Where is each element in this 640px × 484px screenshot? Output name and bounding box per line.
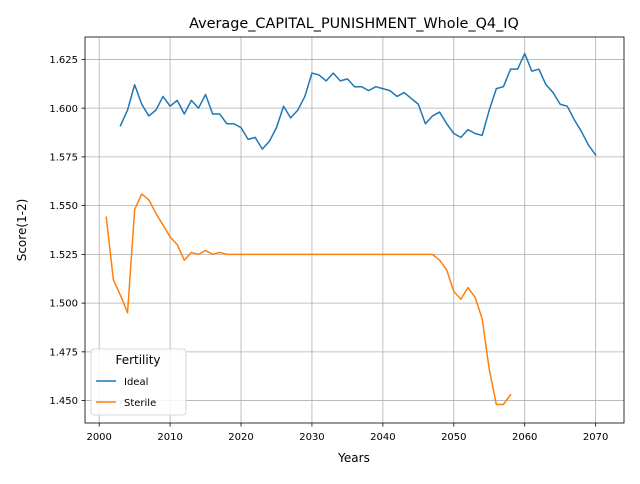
grid-lines: [85, 37, 624, 423]
x-tick-label: 2000: [86, 432, 111, 443]
series-line-ideal: [119, 52, 597, 156]
y-tick-label: 1.575: [49, 152, 78, 163]
x-tick-label: 2060: [512, 432, 537, 443]
x-tick-label: 2070: [583, 432, 608, 443]
series-layer: [105, 52, 597, 406]
y-tick-label: 1.500: [49, 299, 78, 310]
x-axis-ticks: 2000 2010 2020 2030 2040 2050 2060 2070: [86, 423, 608, 443]
x-axis-label: Years: [337, 451, 370, 465]
y-tick-label: 1.600: [49, 104, 78, 115]
chart-title: Average_CAPITAL_PUNISHMENT_Whole_Q4_IQ: [189, 16, 519, 32]
x-tick-label: 2050: [441, 432, 466, 443]
legend-title: Fertility: [115, 353, 160, 367]
legend-label-ideal: Ideal: [124, 377, 148, 388]
y-tick-label: 1.525: [49, 250, 78, 261]
y-tick-label: 1.450: [49, 396, 78, 407]
legend: Fertility Ideal Sterile: [90, 348, 187, 416]
y-axis-ticks: 1.450 1.475 1.500 1.525 1.550 1.575 1.600 1.625: [49, 55, 85, 407]
legend-entries: Ideal Sterile: [96, 377, 156, 409]
x-tick-label: 2030: [299, 432, 324, 443]
legend-box: [90, 348, 187, 416]
y-tick-label: 1.625: [49, 55, 78, 66]
x-tick-label: 2020: [228, 432, 253, 443]
y-tick-label: 1.475: [49, 347, 78, 358]
series-line-sterile: [105, 193, 512, 406]
y-tick-label: 1.550: [49, 201, 78, 212]
legend-label-sterile: Sterile: [124, 398, 156, 409]
x-tick-label: 2010: [157, 432, 182, 443]
y-axis-label: Score(1-2): [15, 199, 29, 262]
plot-frame: [84, 36, 625, 424]
x-tick-label: 2040: [370, 432, 395, 443]
